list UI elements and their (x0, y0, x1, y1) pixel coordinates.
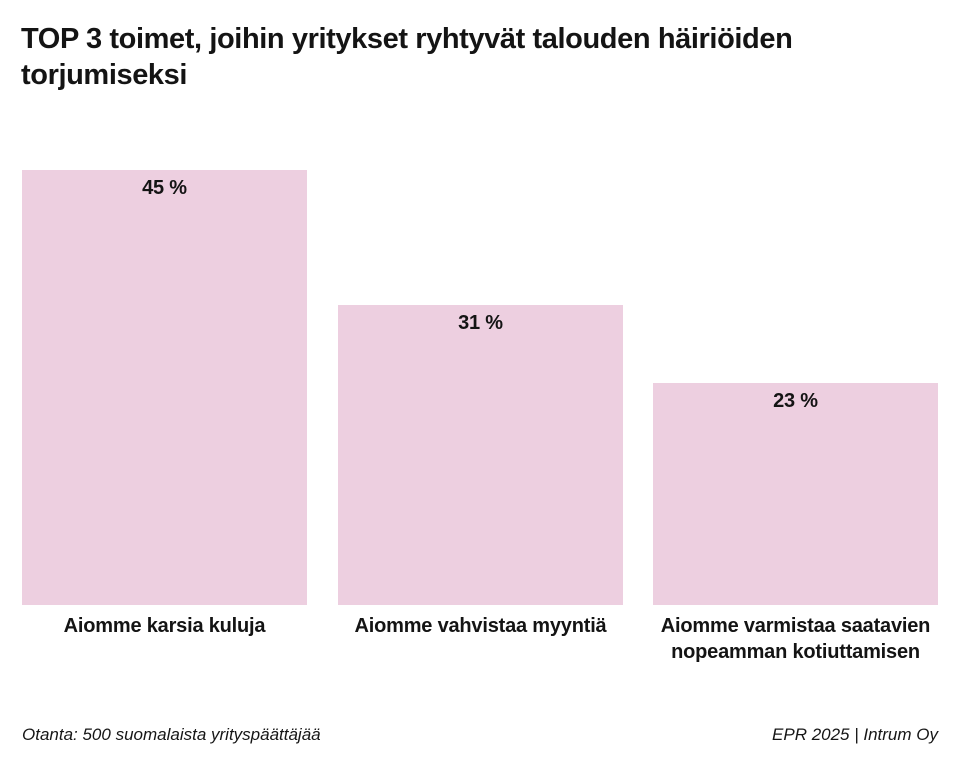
bar-value-label: 31 % (458, 312, 503, 334)
bar-category-label: Aiomme vahvistaa myyntiä (354, 615, 607, 637)
chart-title: TOP 3 toimet, joihin yritykset ryhtyvät … (21, 23, 793, 91)
bar-category-label: Aiomme karsia kuluja (63, 615, 266, 637)
bar-value-label: 45 % (142, 177, 187, 199)
bar: 23 % (653, 383, 938, 605)
bar: 45 % (22, 170, 307, 605)
sample-note: Otanta: 500 suomalaista yrityspäättäjää (22, 725, 321, 744)
bar-category-label: Aiomme varmistaa saatavien nopeamman kot… (660, 615, 931, 663)
bar-value-label: 23 % (773, 390, 818, 412)
source-note: EPR 2025 | Intrum Oy (772, 725, 938, 744)
footer: Otanta: 500 suomalaista yrityspäättäjää … (22, 725, 938, 745)
bar: 31 % (338, 305, 623, 605)
